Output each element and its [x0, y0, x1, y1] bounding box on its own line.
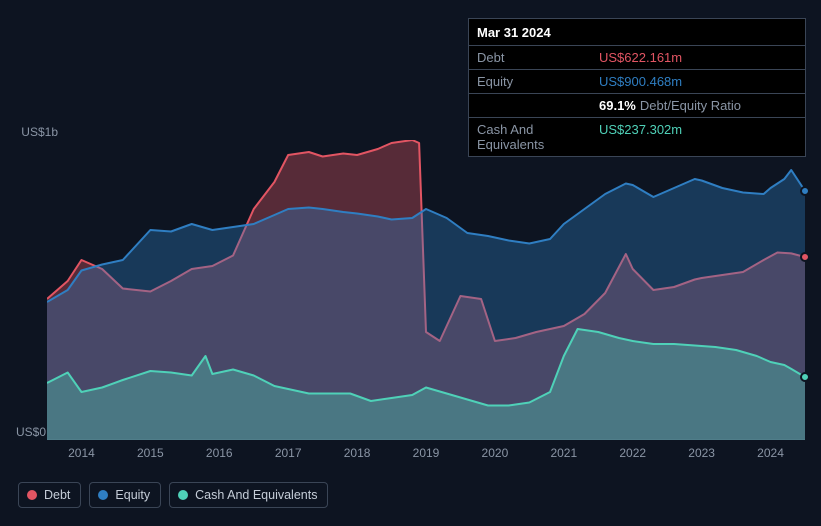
- x-tick-label: 2017: [275, 446, 302, 460]
- tooltip-row-cash: Cash And Equivalents US$237.302m: [469, 118, 805, 156]
- tooltip-ratio: 69.1% Debt/Equity Ratio: [599, 98, 741, 113]
- tooltip-value: US$237.302m: [599, 122, 682, 152]
- tooltip-value: US$900.468m: [599, 74, 682, 89]
- legend-item-equity[interactable]: Equity: [89, 482, 161, 508]
- y-axis-top-label: US$1b: [0, 125, 58, 139]
- chart-legend: Debt Equity Cash And Equivalents: [18, 482, 328, 508]
- series-end-dot-debt: [800, 252, 810, 262]
- tooltip-date: Mar 31 2024: [469, 19, 805, 46]
- tooltip-label: Debt: [477, 50, 599, 65]
- tooltip-label: [477, 98, 599, 113]
- series-end-dot-equity: [800, 186, 810, 196]
- legend-dot-icon: [98, 490, 108, 500]
- x-tick-label: 2020: [482, 446, 509, 460]
- x-tick-label: 2016: [206, 446, 233, 460]
- legend-label: Cash And Equivalents: [195, 488, 317, 502]
- x-tick-label: 2015: [137, 446, 164, 460]
- x-tick-label: 2023: [688, 446, 715, 460]
- x-tick-label: 2022: [619, 446, 646, 460]
- tooltip-row-debt: Debt US$622.161m: [469, 46, 805, 70]
- legend-label: Debt: [44, 488, 70, 502]
- series-end-dot-cash: [800, 372, 810, 382]
- x-tick-label: 2019: [413, 446, 440, 460]
- x-axis: 2014 2015 2016 2017 2018 2019 2020 2021 2022 2023…: [47, 446, 805, 466]
- legend-item-debt[interactable]: Debt: [18, 482, 81, 508]
- chart-svg: [47, 140, 805, 440]
- legend-dot-icon: [27, 490, 37, 500]
- chart-container: Mar 31 2024 Debt US$622.161m Equity US$9…: [0, 0, 821, 526]
- y-axis-bottom-label: US$0: [0, 425, 46, 439]
- tooltip-row-ratio: 69.1% Debt/Equity Ratio: [469, 94, 805, 118]
- x-tick-label: 2014: [68, 446, 95, 460]
- legend-label: Equity: [115, 488, 150, 502]
- tooltip-label: Cash And Equivalents: [477, 122, 599, 152]
- x-tick-label: 2018: [344, 446, 371, 460]
- legend-dot-icon: [178, 490, 188, 500]
- chart-plot-area[interactable]: [47, 140, 805, 440]
- tooltip-row-equity: Equity US$900.468m: [469, 70, 805, 94]
- tooltip-label: Equity: [477, 74, 599, 89]
- legend-item-cash[interactable]: Cash And Equivalents: [169, 482, 328, 508]
- chart-tooltip: Mar 31 2024 Debt US$622.161m Equity US$9…: [468, 18, 806, 157]
- tooltip-ratio-pct: 69.1%: [599, 98, 636, 113]
- tooltip-ratio-label: Debt/Equity Ratio: [640, 98, 741, 113]
- tooltip-value: US$622.161m: [599, 50, 682, 65]
- x-tick-label: 2021: [550, 446, 577, 460]
- x-tick-label: 2024: [757, 446, 784, 460]
